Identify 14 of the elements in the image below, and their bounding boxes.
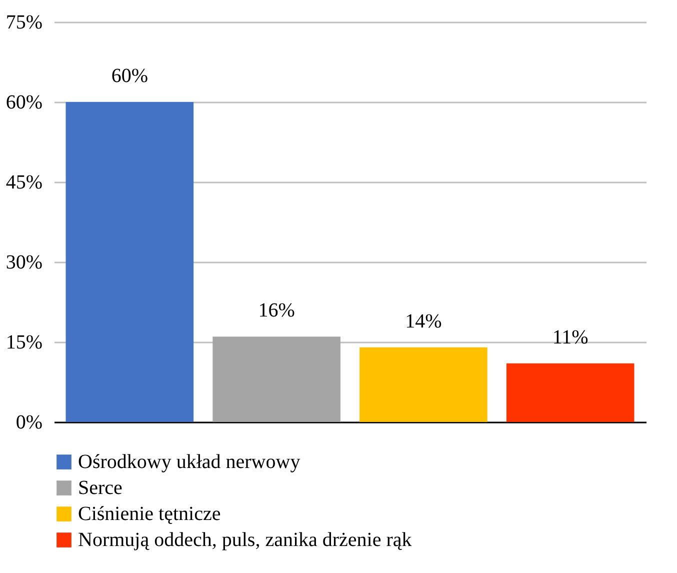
y-tick-label: 0% (16, 412, 42, 434)
data-label: 16% (258, 300, 295, 322)
data-label: 60% (111, 65, 148, 87)
y-tick-label: 45% (6, 172, 42, 194)
data-label: 11% (552, 326, 588, 348)
y-tick-label: 75% (6, 12, 42, 34)
y-tick-label: 60% (6, 92, 42, 114)
legend-label: Serce (78, 477, 123, 499)
data-label: 14% (405, 310, 442, 332)
y-tick-label: 30% (6, 252, 42, 274)
legend-label: Ośrodkowy układ nerwowy (78, 451, 300, 473)
legend-label: Normują oddech, puls, zanika drżenie rąk (78, 529, 412, 551)
y-tick-label: 15% (6, 332, 42, 354)
legend-label: Ciśnienie tętnicze (78, 503, 221, 525)
